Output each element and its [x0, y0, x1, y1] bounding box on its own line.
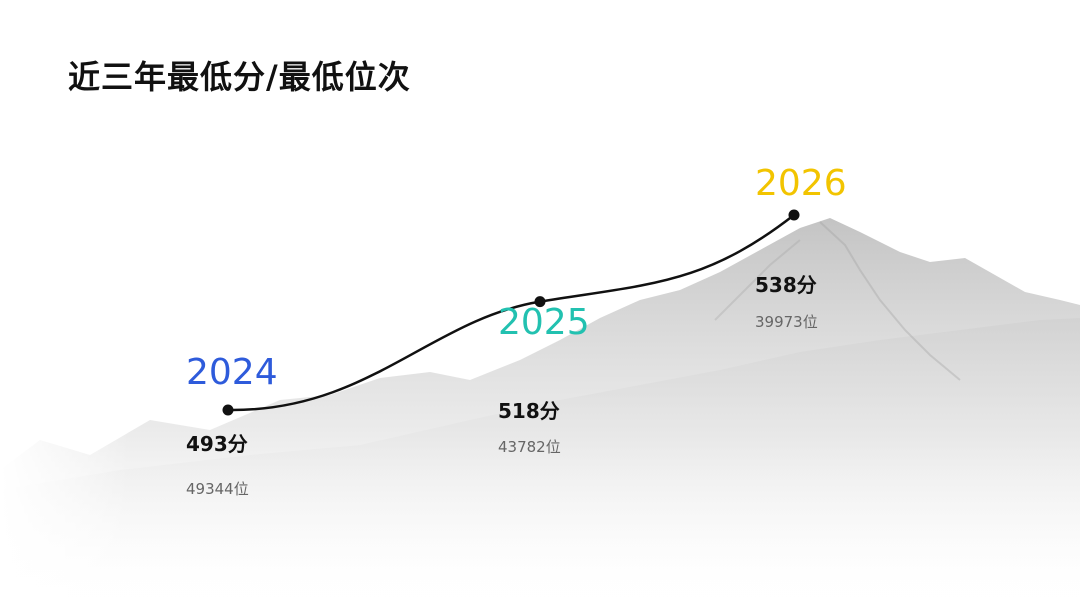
- page-title: 近三年最低分/最低位次: [68, 58, 411, 96]
- rank-label-2026: 39973位: [755, 313, 818, 331]
- year-label-2025: 2025: [498, 302, 590, 343]
- trend-line: [227, 214, 795, 412]
- score-label-2024: 493分: [186, 432, 248, 456]
- data-point-2025: [534, 296, 546, 308]
- rank-label-2024: 49344位: [186, 480, 249, 498]
- score-label-2025: 518分: [498, 399, 560, 423]
- rank-label-2025: 43782位: [498, 438, 561, 456]
- data-point-2026: [788, 209, 800, 221]
- year-label-2024: 2024: [186, 352, 278, 393]
- year-label-2026: 2026: [755, 163, 847, 204]
- score-label-2026: 538分: [755, 273, 817, 297]
- data-point-2024: [222, 404, 234, 416]
